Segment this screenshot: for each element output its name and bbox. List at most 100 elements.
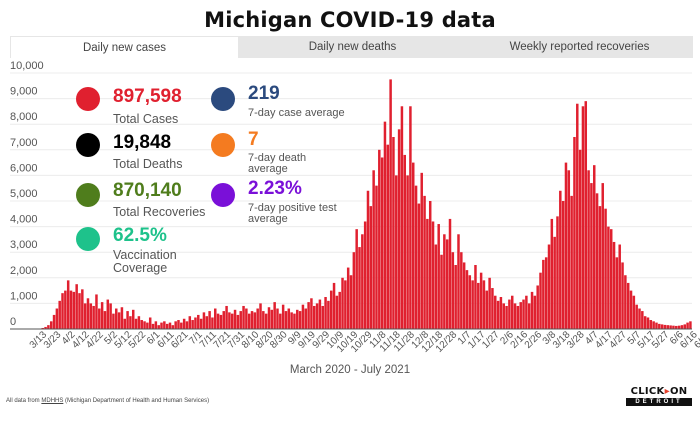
bar <box>584 101 588 329</box>
bar <box>417 203 421 329</box>
bar <box>329 290 333 329</box>
bar <box>230 313 234 329</box>
bar <box>49 321 53 329</box>
tab-daily-new-deaths[interactable]: Daily new deaths <box>308 41 397 53</box>
bar <box>632 295 636 329</box>
bar <box>553 236 556 329</box>
bar <box>392 137 395 329</box>
vaccination-dot-icon <box>76 227 100 251</box>
bar <box>58 300 61 329</box>
bar <box>372 170 375 329</box>
bar <box>542 259 545 329</box>
bar <box>672 325 675 329</box>
bar <box>106 299 110 329</box>
bar <box>185 321 189 329</box>
bar <box>264 313 268 329</box>
x-axis-ticks: 3/133/234/24/124/225/25/125/226/16/116/2… <box>28 329 700 355</box>
bar <box>55 308 59 329</box>
total-recoveries-value: 870,140 <box>113 180 182 201</box>
bar <box>242 305 245 329</box>
bar <box>233 309 237 329</box>
bar <box>281 304 285 329</box>
bar <box>561 201 565 329</box>
bar <box>69 290 73 329</box>
bar <box>516 305 520 329</box>
bar <box>482 280 486 329</box>
bar <box>494 295 497 329</box>
bar <box>375 185 378 329</box>
bar <box>160 322 163 329</box>
bar <box>525 295 528 329</box>
bar <box>318 299 322 329</box>
bar <box>313 305 316 329</box>
bar <box>304 308 308 329</box>
bar <box>578 149 582 329</box>
death-average-value: 7 <box>248 129 259 150</box>
bar <box>448 218 452 329</box>
bar <box>290 312 293 329</box>
bar <box>646 317 650 329</box>
bar <box>643 316 647 329</box>
bar <box>194 317 197 329</box>
cases-chart: 0 1,000 2,000 3,000 4,000 5,000 6,000 7,000 8,00… <box>10 60 700 355</box>
bar <box>100 302 104 329</box>
mdhhs-link[interactable]: MDHHS <box>41 398 64 404</box>
bar <box>296 309 299 329</box>
bar <box>505 305 508 329</box>
bar <box>349 275 353 329</box>
bar <box>270 309 274 329</box>
bar <box>460 252 463 329</box>
bar <box>197 314 200 329</box>
positive-test-value: 2.23% <box>248 178 302 199</box>
bar <box>236 314 240 329</box>
bar <box>615 257 619 329</box>
bar <box>131 309 135 329</box>
bars <box>38 79 692 330</box>
bar <box>335 295 339 329</box>
bar <box>536 285 539 329</box>
bar <box>400 106 404 329</box>
bar <box>273 302 276 329</box>
bar <box>276 308 279 329</box>
bar <box>109 303 112 329</box>
clickondetroit-logo[interactable]: CLICK▸ON DETROIT <box>626 387 692 406</box>
bar <box>443 234 446 329</box>
bar <box>112 313 115 329</box>
bar <box>465 270 469 329</box>
tab-weekly-recoveries[interactable]: Weekly reported recoveries <box>509 41 650 53</box>
vaccination-label-line1: Vaccination <box>113 248 177 262</box>
bar <box>491 288 494 329</box>
bar <box>378 149 381 329</box>
bar <box>346 267 350 329</box>
bar <box>338 291 341 329</box>
bar <box>148 317 152 329</box>
bar <box>649 320 653 329</box>
bar <box>98 308 101 329</box>
bar <box>604 208 607 329</box>
source-note: All data from MDHHS (Michigan Department… <box>6 398 209 404</box>
bar <box>256 308 259 329</box>
bar <box>451 252 455 329</box>
bar <box>595 193 599 329</box>
bar <box>434 244 438 329</box>
bar <box>587 170 590 329</box>
y-tick-label: 10,000 <box>10 60 44 72</box>
tab-daily-new-cases[interactable]: Daily new cases <box>10 36 239 58</box>
bar <box>437 224 440 329</box>
case-average-label: 7-day case average <box>248 107 345 119</box>
bar <box>621 262 624 329</box>
logo-detroit: DETROIT <box>626 398 692 406</box>
bar <box>593 165 596 329</box>
bar <box>666 325 670 329</box>
bar <box>214 308 217 329</box>
bar <box>103 311 107 329</box>
bar <box>219 314 223 329</box>
bar <box>474 265 477 329</box>
bar <box>686 322 689 329</box>
bar <box>635 304 638 329</box>
bar <box>655 322 658 329</box>
vaccination-label-line2: Coverage <box>113 261 168 275</box>
bar <box>78 293 81 329</box>
bar <box>115 308 118 329</box>
death-average-dot-icon <box>211 133 235 157</box>
